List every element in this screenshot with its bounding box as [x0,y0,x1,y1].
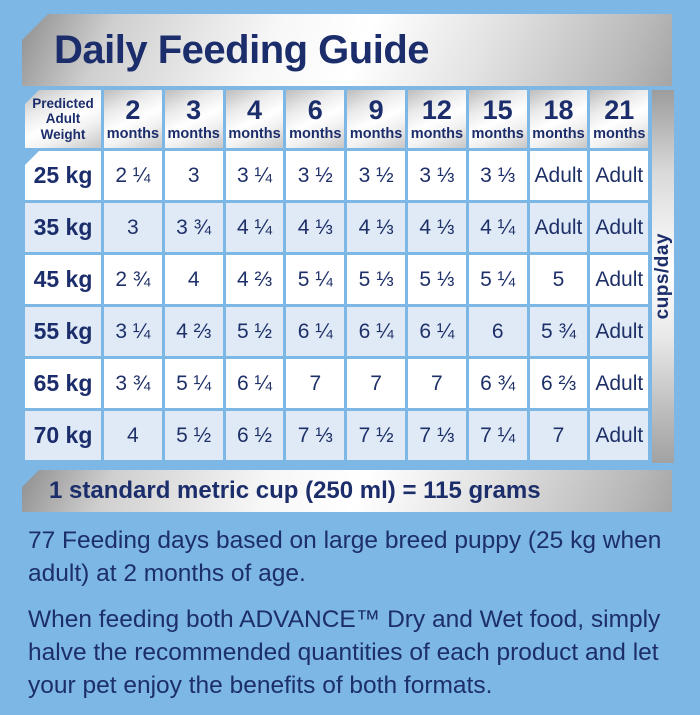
feeding-value-cell: 2 ¼ [104,151,162,200]
feeding-value-cell: 2 ¾ [104,255,162,304]
col-header-6-months: 6 months [286,90,345,148]
feeding-value-cell: 7 [407,359,466,408]
feeding-value-cell: 5 ¼ [468,255,527,304]
feeding-value-cell: 5 ¾ [529,307,588,356]
feeding-value-cell: 6 ¼ [225,359,284,408]
feeding-value-cell: 4 ¼ [225,203,284,252]
col-header-12-months: 12 months [407,90,466,148]
col-header-15-months: 15 months [468,90,527,148]
corner-header-line: Weight [40,126,86,142]
title-bar: Daily Feeding Guide [22,14,672,86]
weight-label-65kg: 65 kg [25,359,101,408]
feeding-value-cell: Adult [590,203,649,252]
feeding-value-cell: 4 [164,255,223,304]
feeding-value-cell: Adult [529,151,588,200]
footnotes: 77 Feeding days based on large breed pup… [28,524,680,715]
col-header-21-months: 21 months [590,90,649,148]
feeding-value-cell: 3 [164,151,223,200]
feeding-value-cell: 6 ½ [225,411,284,460]
feeding-value-cell: 3 [104,203,162,252]
weight-label-70kg: 70 kg [25,411,101,460]
feeding-value-cell: 6 ¾ [468,359,527,408]
cups-per-day-label: cups/day [652,233,673,320]
col-header-3-months: 3 months [164,90,223,148]
predicted-adult-weight-header: Predicted Adult Weight [25,90,101,148]
feeding-value-cell: 3 ¾ [164,203,223,252]
feeding-value-cell: Adult [590,151,649,200]
feeding-value-cell: 7 ⅓ [407,411,466,460]
feeding-days-note: 77 Feeding days based on large breed pup… [28,527,662,587]
weight-label-45kg: 45 kg [25,255,101,304]
feeding-value-cell: 7 ½ [347,411,405,460]
feeding-value-cell: 5 ⅓ [407,255,466,304]
feeding-value-cell: 5 ¼ [286,255,345,304]
feeding-value-cell: 3 ¾ [104,359,162,408]
feeding-value-cell: 7 ¼ [468,411,527,460]
feeding-value-cell: Adult [590,307,649,356]
feeding-value-cell: 6 ¼ [286,307,345,356]
feeding-value-cell: 3 ⅓ [407,151,466,200]
page-title: Daily Feeding Guide [54,27,430,72]
feeding-value-cell: 7 [529,411,588,460]
col-header-2-months: 2 months [104,90,162,148]
feeding-value-cell: Adult [590,411,649,460]
feeding-value-cell: 5 ½ [164,411,223,460]
feeding-value-cell: 5 [529,255,588,304]
feeding-value-cell: 6 ⅔ [529,359,588,408]
col-header-4-months: 4 months [225,90,284,148]
feeding-value-cell: 6 ¼ [407,307,466,356]
col-header-9-months: 9 months [347,90,405,148]
feeding-value-cell: 5 ½ [225,307,284,356]
corner-header-line: Adult [45,111,81,127]
feeding-value-cell: 3 ½ [347,151,405,200]
feeding-value-cell: 6 [468,307,527,356]
feeding-value-cell: 5 ⅓ [347,255,405,304]
weight-label-25kg: 25 kg [25,151,101,200]
dry-and-wet-note: When feeding both ADVANCE™ Dry and Wet f… [28,606,661,699]
cups-per-day-strip: cups/day [652,90,674,463]
feeding-value-cell: 4 ⅔ [225,255,284,304]
feeding-value-cell: 4 ⅓ [407,203,466,252]
corner-header-line: Predicted [32,96,94,112]
feeding-value-cell: 3 ½ [286,151,345,200]
feeding-value-cell: 4 ⅓ [286,203,345,252]
cup-conversion-text: 1 standard metric cup (250 ml) = 115 gra… [49,477,541,504]
feeding-value-cell: 4 ¼ [468,203,527,252]
feeding-value-cell: 5 ¼ [164,359,223,408]
feeding-table: Predicted Adult Weight 2 months 3 months… [25,90,649,460]
feeding-value-cell: Adult [590,255,649,304]
feeding-value-cell: 7 [286,359,345,408]
feeding-value-cell: 3 ¼ [225,151,284,200]
feeding-value-cell: 7 ⅓ [286,411,345,460]
feeding-value-cell: 4 ⅓ [347,203,405,252]
feeding-value-cell: 4 [104,411,162,460]
feeding-value-cell: 3 ¼ [104,307,162,356]
feeding-value-cell: Adult [590,359,649,408]
feeding-value-cell: Adult [529,203,588,252]
weight-label-35kg: 35 kg [25,203,101,252]
feeding-value-cell: 3 ⅓ [468,151,527,200]
cup-conversion-bar: 1 standard metric cup (250 ml) = 115 gra… [22,470,672,512]
weight-label-55kg: 55 kg [25,307,101,356]
feeding-value-cell: 4 ⅔ [164,307,223,356]
col-header-18-months: 18 months [529,90,588,148]
feeding-value-cell: 7 [347,359,405,408]
feeding-value-cell: 6 ¼ [347,307,405,356]
